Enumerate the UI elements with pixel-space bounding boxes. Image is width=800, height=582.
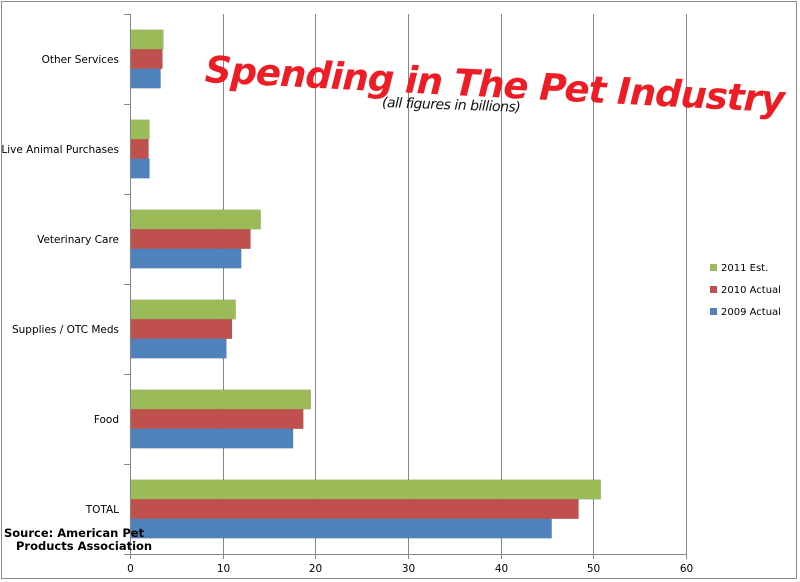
legend-label: 2011 Est.: [721, 263, 768, 274]
bar: [129, 68, 161, 89]
category-label: Veterinary Care: [37, 234, 119, 246]
bar: [129, 229, 251, 249]
category-label: Food: [94, 414, 119, 426]
bar: [129, 518, 552, 539]
legend-swatch: [710, 286, 717, 293]
bar: [129, 49, 163, 69]
bar: [129, 479, 601, 500]
x-tick-label: 50: [587, 563, 600, 575]
x-tick-label: 20: [309, 563, 322, 575]
x-tick-label: 60: [680, 563, 693, 575]
bar: [129, 299, 236, 320]
bar: [129, 319, 233, 339]
x-tick-label: 30: [402, 563, 415, 575]
legend-swatch: [710, 308, 717, 315]
category-label: TOTAL: [85, 504, 119, 516]
source-note: Source: American Pet Products Associatio…: [4, 527, 154, 553]
source-line-1: Source: American Pet: [4, 526, 145, 540]
x-tick-label: 40: [495, 563, 508, 575]
x-tick-label: 0: [127, 563, 134, 575]
axes: 0 10 20 30 40 50 60 Other Services Live Animal P…: [1, 14, 693, 575]
legend-label: 2010 Actual: [721, 285, 781, 296]
bar: [129, 338, 227, 359]
bar: [129, 158, 150, 179]
category-label: Live Animal Purchases: [1, 144, 119, 156]
x-tick-label: 10: [217, 563, 230, 575]
legend-label: 2009 Actual: [721, 307, 781, 318]
bar: [129, 29, 164, 50]
category-label: Supplies / OTC Meds: [12, 324, 119, 336]
category-label: Other Services: [42, 54, 119, 66]
bar: [129, 139, 149, 159]
source-line-2: Products Association: [16, 539, 153, 553]
bar: [129, 248, 242, 269]
bar: [129, 428, 294, 449]
legend: 2011 Est. 2010 Actual 2009 Actual: [710, 263, 781, 318]
bar: [129, 499, 579, 519]
bars: [129, 29, 601, 539]
gridlines: [223, 14, 687, 554]
bar: [129, 209, 261, 230]
bar: [129, 389, 311, 410]
legend-swatch: [710, 264, 717, 271]
bar: [129, 409, 304, 429]
bar: [129, 119, 150, 140]
